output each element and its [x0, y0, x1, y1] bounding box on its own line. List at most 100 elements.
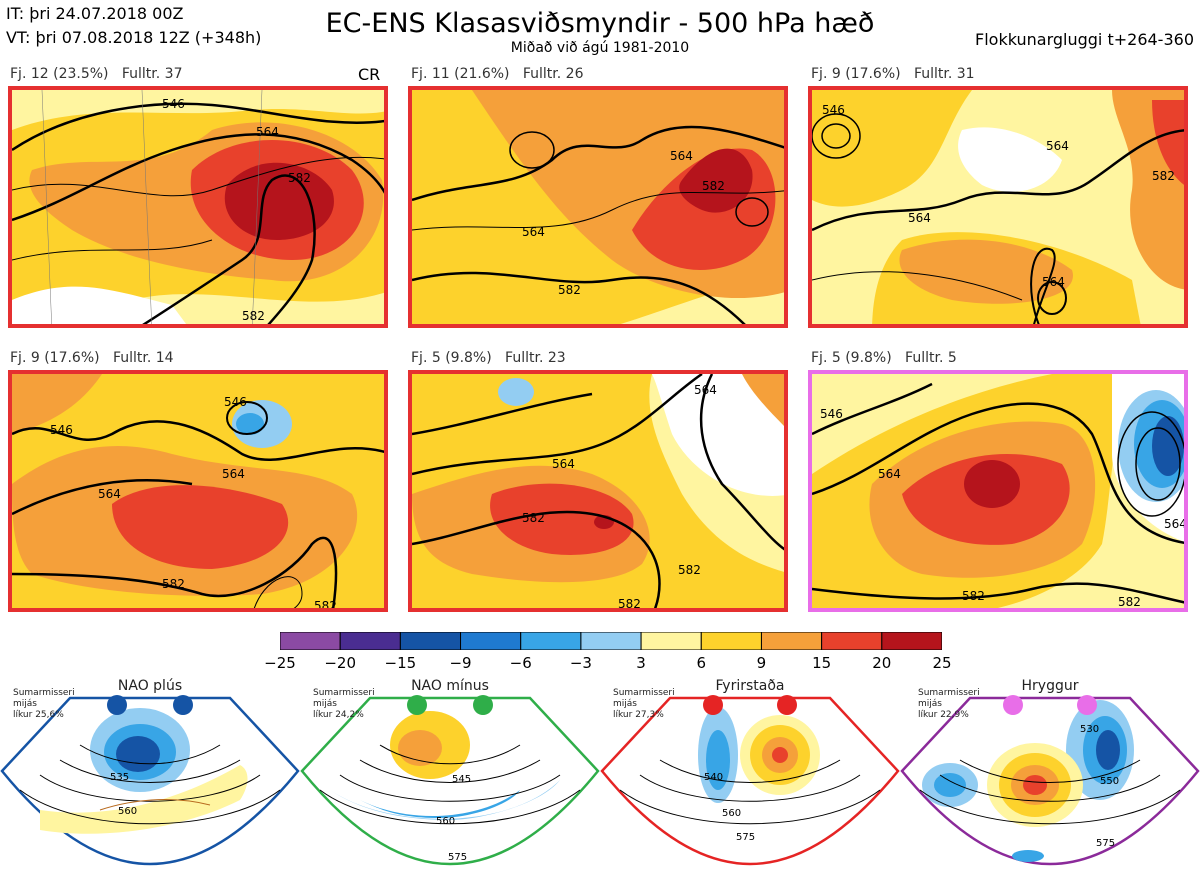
colorbar-swatch: [760, 632, 823, 650]
contour-label: 560: [722, 808, 741, 819]
cr-tag: CR: [358, 65, 381, 84]
colorbar-tick-label: −9: [449, 654, 472, 672]
contour-label: 582: [618, 597, 641, 611]
colorbar-swatch: [280, 632, 341, 650]
contour-label: 546: [822, 103, 845, 117]
contour-label: 582: [1118, 595, 1141, 609]
panel-label-6: Fj. 5 (9.8%) Fulltr. 5: [811, 350, 957, 366]
contour-label: 582: [288, 171, 311, 185]
info-line: Sumarmisseri: [313, 688, 375, 698]
contour-label: 564: [1046, 139, 1069, 153]
contour-label: 564: [1164, 517, 1187, 531]
contour-label: 564: [98, 487, 121, 501]
valid-time: VT: þri 07.08.2018 12Z (+348h): [6, 28, 262, 47]
contour-label: 546: [162, 97, 185, 111]
colorbar-swatch: [520, 632, 582, 650]
regime-info-ridge: Sumarmisseri mijás líkur 22,9%: [918, 688, 980, 721]
contour-label: 546: [50, 423, 73, 437]
regime-info-nao-minus: Sumarmisseri mijás líkur 24,2%: [313, 688, 375, 721]
contour-label: 546: [224, 395, 247, 409]
contour-label: 564: [694, 383, 717, 397]
contour-label: 582: [162, 577, 185, 591]
contour-label: 564: [522, 225, 545, 239]
map-panel-5: 564 564 582 582 582: [408, 370, 788, 612]
map-panel-1: 546 564 582 582: [8, 86, 388, 328]
regime-ridge: 530 550 575: [900, 695, 1200, 866]
colorbar-tick-label: −15: [384, 654, 417, 672]
contour-label: 564: [1042, 275, 1065, 289]
colorbar-tick-label: −6: [509, 654, 532, 672]
contour-label: 545: [452, 774, 471, 785]
colorbar-tick-label: 3: [636, 654, 646, 672]
classification-window: Flokkunargluggi t+264-360: [975, 30, 1194, 49]
map-panel-4: 546 546 564 564 582 582: [8, 370, 388, 612]
colorbar-swatch: [580, 632, 642, 650]
colorbar-tick-label: 6: [696, 654, 707, 672]
regime-title-blocking: Fyrirstaða: [715, 678, 785, 694]
colorbar-swatch: [399, 632, 462, 650]
colorbar-tick-label: −3: [569, 654, 592, 672]
contour-label: 582: [678, 563, 701, 577]
page-title: EC-ENS Klasasviðsmyndir - 500 hPa hæð: [325, 8, 875, 39]
colorbar-tick-label: 25: [932, 654, 952, 672]
info-line: Sumarmisseri: [13, 688, 75, 698]
contour-label: 575: [448, 852, 467, 863]
contour-label: 546: [820, 407, 843, 421]
colorbar-swatch: [460, 632, 522, 650]
contour-label: 575: [736, 832, 755, 843]
colorbar-swatch: [640, 632, 702, 650]
colorbar-tick-label: −25: [264, 654, 296, 672]
contour-label: 564: [908, 211, 931, 225]
contour-label: 560: [436, 816, 455, 827]
contour-label: 582: [242, 309, 265, 323]
panel-label-4: Fj. 9 (17.6%) Fulltr. 14: [10, 350, 174, 366]
contour-label: 530: [1080, 724, 1099, 735]
contour-label: 564: [256, 125, 279, 139]
contour-label: 564: [878, 467, 901, 481]
regime-title-nao-minus: NAO mínus: [411, 678, 489, 694]
contour-label: 582: [558, 283, 581, 297]
panel-label-2: Fj. 11 (21.6%) Fulltr. 26: [411, 66, 584, 82]
regime-blocking: 540 560 575: [600, 695, 900, 866]
info-line: líkur 25,6%: [13, 710, 64, 720]
map-panel-3: 546 564 564 564 582: [808, 86, 1188, 328]
contour-label: 564: [222, 467, 245, 481]
info-line: mijás: [313, 699, 337, 709]
regime-nao-plus: 535 560: [0, 695, 300, 866]
info-line: Sumarmisseri: [613, 688, 675, 698]
panel-label-5: Fj. 5 (9.8%) Fulltr. 23: [411, 350, 566, 366]
page-subtitle: Miðað við ágú 1981-2010: [510, 40, 690, 56]
contour-label: 582: [314, 599, 337, 612]
contour-label: 582: [1152, 169, 1175, 183]
regime-info-blocking: Sumarmisseri mijás líkur 27,3%: [613, 688, 675, 721]
contour-label: 550: [1100, 776, 1119, 787]
colorbar-tick-label: −20: [324, 654, 356, 672]
info-line: líkur 22,9%: [918, 710, 969, 720]
contour-label: 564: [552, 457, 575, 471]
info-line: líkur 27,3%: [613, 710, 664, 720]
contour-label: 582: [702, 179, 725, 193]
regime-info-nao-plus: Sumarmisseri mijás líkur 25,6%: [13, 688, 75, 721]
panel-label-3: Fj. 9 (17.6%) Fulltr. 31: [811, 66, 975, 82]
colorbar-swatch: [700, 632, 762, 650]
colorbar-swatch: [339, 632, 401, 650]
contour-label: 535: [110, 772, 129, 783]
regime-title-ridge: Hryggur: [1021, 678, 1079, 694]
regime-title-nao-plus: NAO plús: [117, 678, 183, 694]
colorbar-tick-label: 15: [812, 654, 832, 672]
map-panel-6: 546 564 564 582 582: [808, 370, 1188, 612]
map-panel-2: 564 564 582 582: [408, 86, 788, 328]
info-line: Sumarmisseri: [918, 688, 980, 698]
init-time: IT: þri 24.07.2018 00Z: [6, 4, 184, 23]
contour-label: 540: [704, 772, 723, 783]
info-line: líkur 24,2%: [313, 710, 364, 720]
info-line: mijás: [918, 699, 942, 709]
contour-label: 582: [962, 589, 985, 603]
panel-label-1: Fj. 12 (23.5%) Fulltr. 37: [10, 66, 183, 82]
colorbar: [280, 632, 942, 650]
info-line: mijás: [613, 699, 637, 709]
colorbar-swatch: [881, 632, 942, 650]
contour-label: 564: [670, 149, 693, 163]
contour-label: 582: [522, 511, 545, 525]
colorbar-swatch: [821, 632, 883, 650]
